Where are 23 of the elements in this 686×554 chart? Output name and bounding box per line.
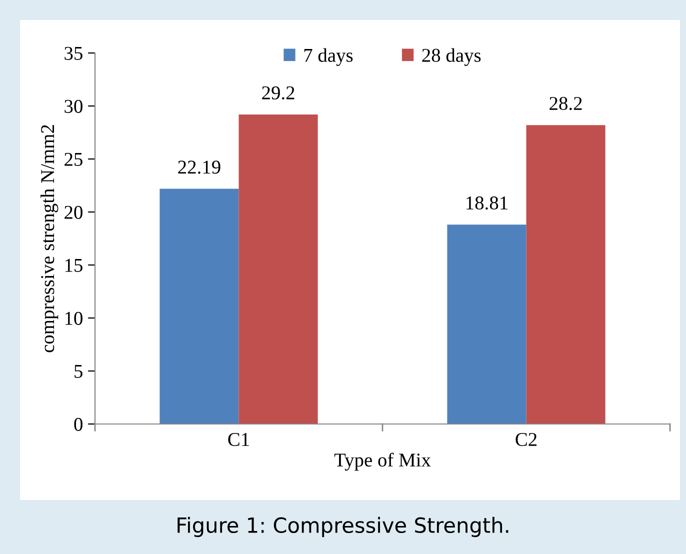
y-tick-label: 20 — [64, 206, 82, 219]
bar — [526, 125, 606, 424]
y-tick-label: 30 — [64, 100, 82, 113]
bar — [238, 114, 318, 424]
y-tick-label: 25 — [64, 152, 82, 166]
y-tick-label: 35 — [64, 46, 82, 60]
x-axis-title: Type of Mix — [334, 452, 431, 471]
data-label: 28.2 — [550, 96, 582, 110]
bar — [447, 224, 526, 424]
data-label: 22.19 — [178, 160, 220, 174]
x-tick-label: C1 — [228, 432, 249, 446]
data-label: 29.2 — [262, 86, 294, 100]
data-label: 18.81 — [466, 196, 508, 210]
caption: Figure 1: Compressive Strength. — [178, 516, 508, 538]
y-tick-label: 15 — [65, 258, 82, 272]
x-tick-label: C2 — [516, 432, 537, 446]
y-tick-label: 5 — [74, 365, 82, 378]
bar — [160, 188, 239, 424]
legend-label: 28 days — [422, 48, 481, 66]
y-tick-label: 0 — [74, 418, 82, 431]
y-tick-label: 10 — [65, 312, 82, 325]
legend-label: 7 days — [304, 48, 353, 66]
y-axis-title: compressive strength N/mm2 — [40, 125, 58, 352]
